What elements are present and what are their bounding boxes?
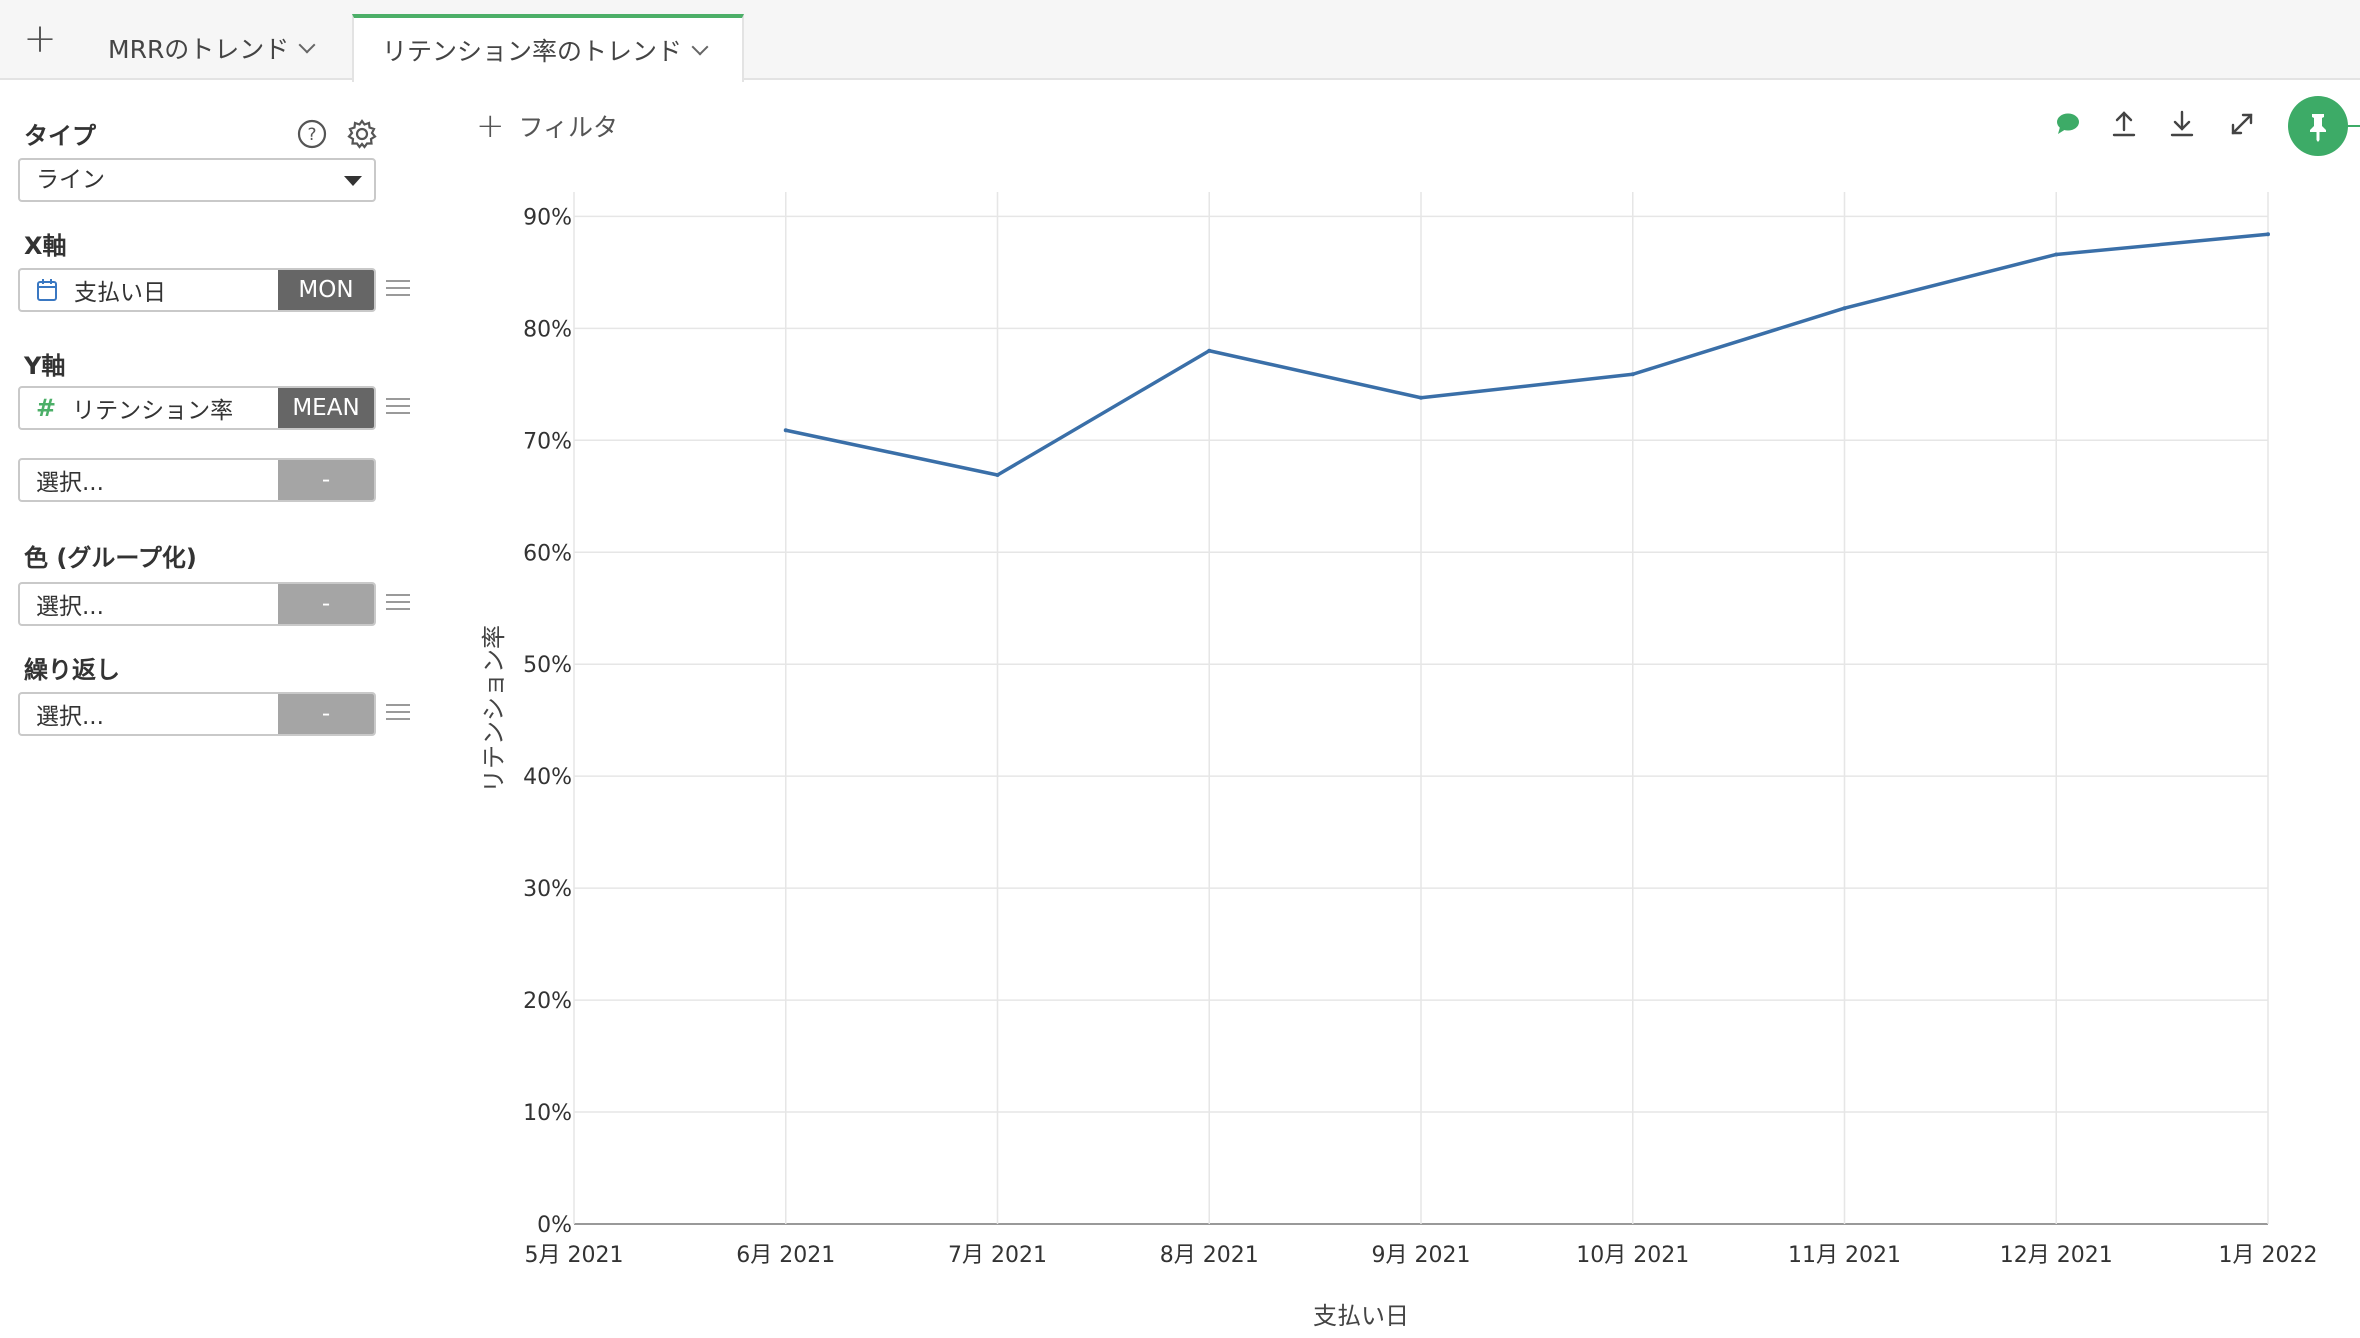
y-axis-menu-icon[interactable] bbox=[386, 398, 410, 416]
x-axis-field-label: 支払い日 bbox=[74, 280, 166, 306]
repeat-aggregation-button[interactable]: - bbox=[278, 694, 374, 734]
y-tick-label: 60% bbox=[523, 541, 572, 566]
color-menu-icon[interactable] bbox=[386, 594, 410, 612]
pin-connector bbox=[2348, 125, 2360, 127]
add-tab-button[interactable]: + bbox=[23, 16, 57, 62]
data-point bbox=[1207, 348, 1212, 353]
x-axis-section-label: X軸 bbox=[24, 232, 67, 260]
y-tick-label: 50% bbox=[523, 653, 572, 678]
y-axis-second-field-placeholder[interactable]: 選択... bbox=[36, 470, 104, 496]
y-tick-label: 80% bbox=[523, 317, 572, 342]
color-field-placeholder[interactable]: 選択... bbox=[36, 594, 104, 620]
comment-icon[interactable] bbox=[2050, 106, 2086, 142]
x-tick-label: 8月 2021 bbox=[1160, 1243, 1259, 1268]
data-point bbox=[783, 428, 788, 433]
plus-icon: + bbox=[476, 106, 505, 146]
tab-mrr-trend[interactable]: MRRのトレンド bbox=[108, 14, 316, 82]
data-point bbox=[1630, 372, 1635, 377]
data-point bbox=[2054, 252, 2059, 257]
hash-icon: # bbox=[36, 394, 57, 422]
gear-icon[interactable] bbox=[346, 118, 378, 150]
y-axis-field[interactable]: # リテンション率 MEAN bbox=[18, 386, 376, 430]
x-tick-label: 6月 2021 bbox=[736, 1243, 835, 1268]
tab-bar: + MRRのトレンド リテンション率のトレンド bbox=[0, 0, 2360, 82]
download-icon[interactable] bbox=[2164, 106, 2200, 142]
y-tick-label: 70% bbox=[523, 429, 572, 454]
color-section-label: 色 (グループ化) bbox=[24, 544, 197, 572]
y-axis-field-label: リテンション率 bbox=[72, 398, 234, 424]
y-tick-label: 90% bbox=[523, 205, 572, 230]
add-filter-button[interactable]: + フィルタ bbox=[476, 108, 618, 144]
caret-down-icon bbox=[344, 176, 362, 186]
x-tick-label: 9月 2021 bbox=[1372, 1243, 1471, 1268]
type-section-label: タイプ bbox=[24, 122, 96, 150]
data-point bbox=[2266, 232, 2270, 237]
x-axis-field[interactable]: 支払い日 MON bbox=[18, 268, 376, 312]
y-axis-title: リテンション率 bbox=[480, 625, 508, 793]
y-tick-label: 30% bbox=[523, 877, 572, 902]
pin-icon bbox=[2310, 114, 2326, 142]
x-tick-label: 5月 2021 bbox=[525, 1243, 624, 1268]
x-tick-label: 7月 2021 bbox=[948, 1243, 1047, 1268]
repeat-field-placeholder[interactable]: 選択... bbox=[36, 704, 104, 730]
y-tick-label: 40% bbox=[523, 765, 572, 790]
data-point bbox=[1842, 306, 1847, 311]
help-icon[interactable]: ? bbox=[296, 118, 328, 150]
repeat-field[interactable]: 選択... - bbox=[18, 692, 376, 736]
x-tick-label: 1月 2022 bbox=[2219, 1243, 2318, 1268]
color-aggregation-button[interactable]: - bbox=[278, 584, 374, 624]
tab-label: リテンション率のトレンド bbox=[382, 37, 683, 66]
y-axis-field-name[interactable]: # リテンション率 bbox=[20, 388, 278, 428]
x-tick-label: 10月 2021 bbox=[1576, 1243, 1689, 1268]
calendar-icon bbox=[36, 278, 58, 302]
color-field[interactable]: 選択... - bbox=[18, 582, 376, 626]
x-axis-field-name[interactable]: 支払い日 bbox=[20, 270, 278, 310]
upload-icon[interactable] bbox=[2106, 106, 2142, 142]
tab-retention-trend[interactable]: リテンション率のトレンド bbox=[352, 14, 744, 82]
data-point bbox=[1419, 395, 1423, 400]
svg-text:?: ? bbox=[307, 125, 316, 145]
tab-label: MRRのトレンド bbox=[108, 35, 290, 64]
y-tick-label: 20% bbox=[523, 989, 572, 1014]
x-axis-menu-icon[interactable] bbox=[386, 280, 410, 298]
series-line bbox=[785, 232, 2269, 477]
y-tick-label: 10% bbox=[523, 1101, 572, 1126]
y-axis-section-label: Y軸 bbox=[24, 352, 66, 380]
y-axis-aggregation-button[interactable]: MEAN bbox=[278, 388, 374, 428]
pin-button[interactable] bbox=[2288, 96, 2348, 156]
y-tick-label: 0% bbox=[537, 1213, 572, 1238]
repeat-menu-icon[interactable] bbox=[386, 704, 410, 722]
y-axis-second-field[interactable]: 選択... - bbox=[18, 458, 376, 502]
x-axis-aggregation-button[interactable]: MON bbox=[278, 270, 374, 310]
chart-type-select[interactable]: ライン bbox=[18, 158, 376, 202]
x-axis-title: 支払い日 bbox=[1313, 1302, 1409, 1330]
expand-icon[interactable] bbox=[2224, 106, 2260, 142]
repeat-section-label: 繰り返し bbox=[24, 656, 120, 684]
chart-type-value: ライン bbox=[36, 167, 105, 193]
x-tick-label: 11月 2021 bbox=[1788, 1243, 1901, 1268]
y-axis-second-aggregation-button[interactable]: - bbox=[278, 460, 374, 500]
x-tick-label: 12月 2021 bbox=[2000, 1243, 2113, 1268]
data-point bbox=[995, 473, 1000, 478]
filter-label: フィルタ bbox=[518, 113, 619, 142]
